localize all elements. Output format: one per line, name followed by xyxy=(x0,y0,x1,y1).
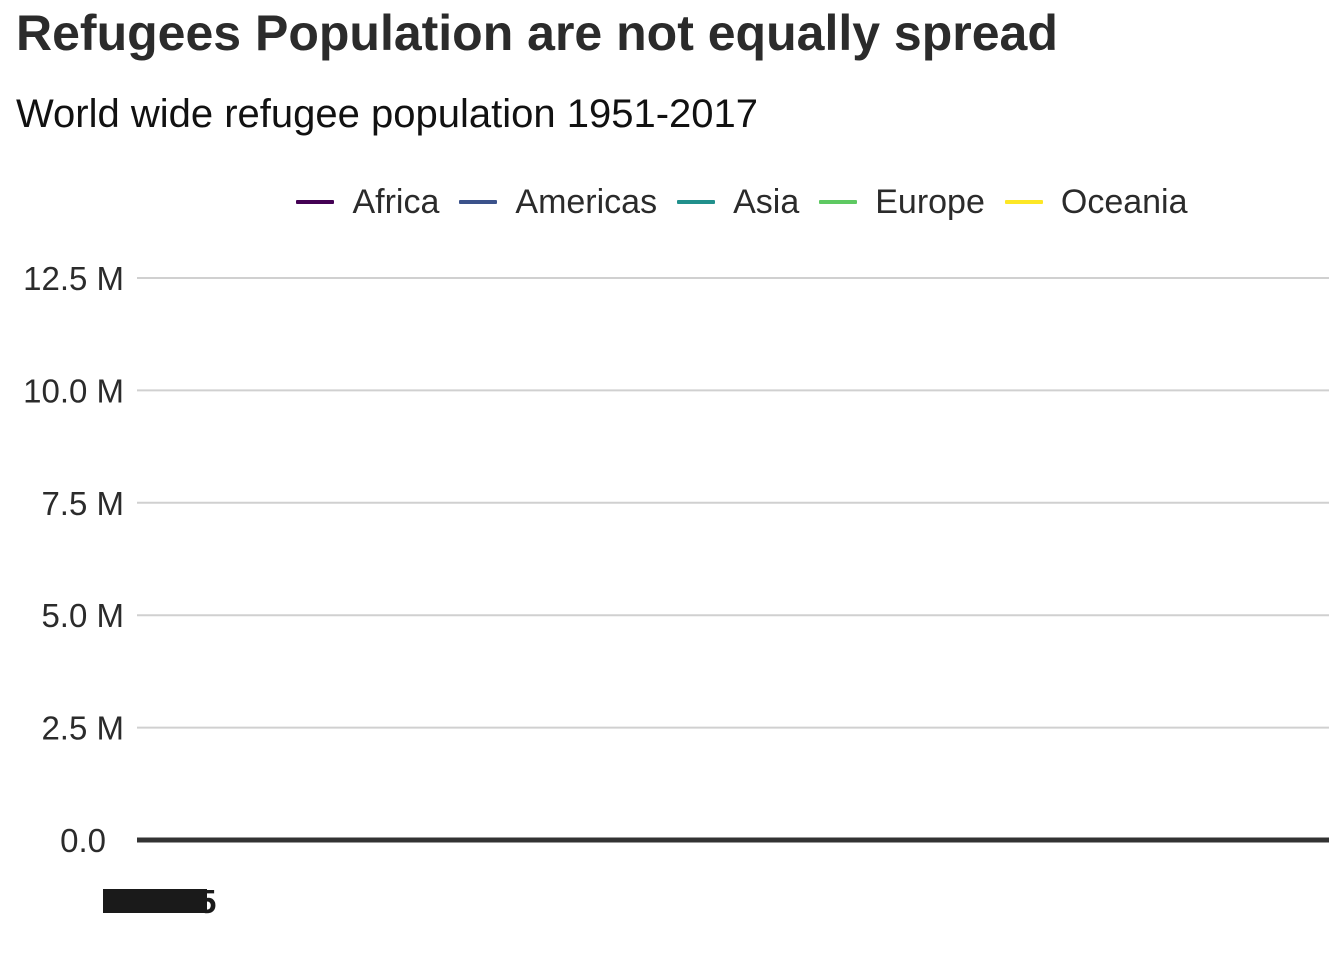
y-tick-label-3: 5.0 M xyxy=(41,597,124,634)
legend: Africa Americas Asia Europe Oceania xyxy=(0,180,1344,224)
legend-item-oceania: Oceania xyxy=(1004,182,1188,222)
legend-swatch-europe xyxy=(819,200,858,204)
legend-swatch-asia xyxy=(677,200,716,204)
y-tick-label-2: 7.5 M xyxy=(41,485,124,522)
legend-label-asia: Asia xyxy=(733,182,800,221)
legend-label-oceania: Oceania xyxy=(1060,182,1188,221)
y-axis-tick-labels: 12.5 M 10.0 M 7.5 M 5.0 M 2.5 M 0.0 xyxy=(23,260,124,859)
legend-item-africa: Africa xyxy=(296,183,439,222)
y-tick-label-5: 0.0 xyxy=(60,822,106,859)
legend-swatch-africa xyxy=(296,200,335,204)
legend-swatch-americas xyxy=(459,200,498,204)
legend-item-asia: Asia xyxy=(677,183,799,222)
legend-item-europe: Europe xyxy=(819,183,985,222)
grid-layer xyxy=(137,277,1329,843)
chart-subtitle: World wide refugee population 1951-2017 xyxy=(16,92,759,136)
y-tick-label-0: 12.5 M xyxy=(23,260,124,297)
legend-item-americas: Americas xyxy=(459,183,657,222)
legend-swatch-oceania xyxy=(1004,200,1043,204)
legend-label-europe: Europe xyxy=(875,182,985,221)
chart-title: Refugees Population are not equally spre… xyxy=(16,5,1058,61)
legend-label-americas: Americas xyxy=(515,182,658,221)
x-axis-tick-labels: 1■■■■■■■5 xyxy=(102,883,216,920)
y-tick-label-1: 10.0 M xyxy=(23,372,124,409)
legend-label-africa: Africa xyxy=(352,182,440,221)
x-tick-label-overlap xyxy=(103,889,207,913)
y-tick-label-4: 2.5 M xyxy=(41,710,124,747)
